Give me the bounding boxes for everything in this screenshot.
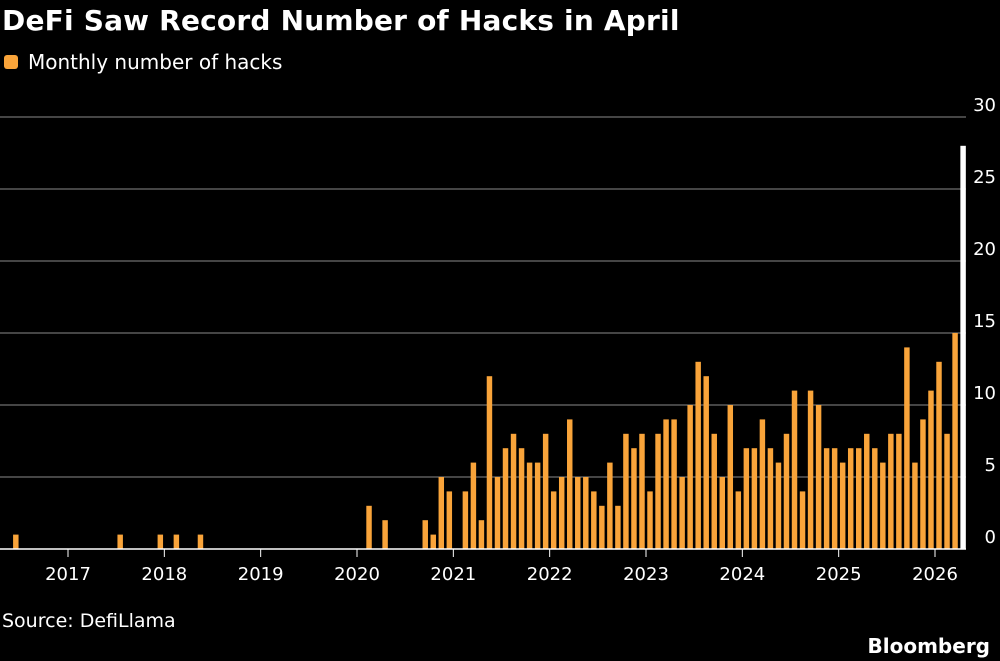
legend: Monthly number of hacks bbox=[4, 50, 282, 74]
x-tick-label: 2022 bbox=[527, 564, 573, 585]
bar bbox=[542, 433, 549, 549]
x-tick-label: 2021 bbox=[430, 564, 476, 585]
bar bbox=[534, 462, 541, 549]
bar bbox=[518, 448, 525, 549]
bar bbox=[438, 477, 445, 549]
bar bbox=[847, 448, 854, 549]
bar bbox=[197, 534, 204, 549]
bar bbox=[880, 462, 886, 549]
bar bbox=[711, 433, 717, 549]
bar bbox=[599, 505, 605, 549]
bar bbox=[478, 520, 485, 549]
bar bbox=[944, 433, 950, 549]
bar bbox=[567, 419, 573, 549]
bar bbox=[583, 477, 589, 549]
bar bbox=[783, 433, 790, 549]
bar bbox=[856, 448, 862, 549]
bar bbox=[727, 405, 734, 549]
bar bbox=[462, 491, 469, 549]
bar bbox=[446, 491, 453, 549]
bar bbox=[647, 491, 653, 549]
bar bbox=[864, 433, 870, 549]
bar bbox=[775, 462, 782, 549]
bar bbox=[470, 462, 477, 549]
bar bbox=[799, 491, 806, 549]
bar bbox=[382, 520, 388, 549]
bar bbox=[695, 361, 701, 549]
bar bbox=[888, 433, 894, 549]
bar bbox=[912, 462, 918, 549]
bar bbox=[117, 534, 123, 549]
bar bbox=[872, 448, 878, 549]
x-tick-label: 2024 bbox=[719, 564, 765, 585]
bar bbox=[550, 491, 557, 549]
bar bbox=[510, 433, 517, 549]
bar bbox=[607, 462, 613, 549]
bloomberg-logo: Bloomberg bbox=[867, 634, 990, 658]
bar bbox=[679, 477, 685, 549]
x-tick-label: 2025 bbox=[816, 564, 862, 585]
bar bbox=[831, 448, 838, 549]
bar bbox=[896, 433, 902, 549]
bar bbox=[13, 534, 19, 549]
bar bbox=[623, 433, 629, 549]
bar bbox=[494, 477, 501, 549]
bar bbox=[591, 491, 597, 549]
bar bbox=[575, 477, 581, 549]
bar bbox=[791, 390, 798, 549]
bar bbox=[430, 534, 436, 549]
bar bbox=[687, 405, 693, 549]
y-tick-label: 0 bbox=[985, 527, 996, 548]
bar bbox=[719, 477, 725, 549]
bar bbox=[655, 433, 661, 549]
bar bbox=[615, 505, 621, 549]
bar bbox=[502, 448, 509, 549]
bar bbox=[920, 419, 926, 549]
bar bbox=[743, 448, 750, 549]
y-tick-label: 20 bbox=[973, 239, 996, 260]
bar bbox=[904, 347, 910, 549]
legend-swatch bbox=[4, 55, 18, 69]
bar bbox=[815, 405, 822, 549]
source-note: Source: DefiLlama bbox=[2, 610, 176, 632]
bar bbox=[936, 361, 942, 549]
bar bbox=[823, 448, 830, 549]
bar bbox=[703, 376, 709, 549]
legend-label: Monthly number of hacks bbox=[28, 50, 283, 74]
x-tick-label: 2017 bbox=[45, 564, 91, 585]
bar bbox=[751, 448, 758, 549]
y-tick-label: 10 bbox=[973, 383, 996, 404]
x-tick-label: 2026 bbox=[912, 564, 958, 585]
x-tick-label: 2023 bbox=[623, 564, 669, 585]
bar bbox=[486, 376, 493, 549]
bar bbox=[952, 333, 958, 549]
bar bbox=[839, 462, 846, 549]
y-tick-label: 15 bbox=[973, 311, 996, 332]
bar bbox=[759, 419, 766, 549]
bar bbox=[422, 520, 428, 549]
bar bbox=[157, 534, 164, 549]
bar-highlight bbox=[960, 145, 966, 550]
bar bbox=[735, 491, 742, 549]
bar bbox=[767, 448, 774, 549]
bar bbox=[807, 390, 814, 549]
y-tick-label: 30 bbox=[973, 95, 996, 116]
bar bbox=[639, 433, 645, 549]
chart-title: DeFi Saw Record Number of Hacks in April bbox=[2, 4, 680, 37]
x-tick-label: 2020 bbox=[334, 564, 380, 585]
bar bbox=[526, 462, 533, 549]
y-tick-label: 25 bbox=[973, 167, 996, 188]
bar bbox=[928, 390, 934, 549]
x-tick-label: 2018 bbox=[141, 564, 187, 585]
bar bbox=[558, 477, 565, 549]
bar bbox=[671, 419, 677, 549]
x-tick-label: 2019 bbox=[238, 564, 284, 585]
bar bbox=[663, 419, 669, 549]
bar bbox=[366, 505, 372, 549]
y-tick-label: 5 bbox=[985, 455, 996, 476]
bar bbox=[631, 448, 637, 549]
bar bbox=[173, 534, 180, 549]
